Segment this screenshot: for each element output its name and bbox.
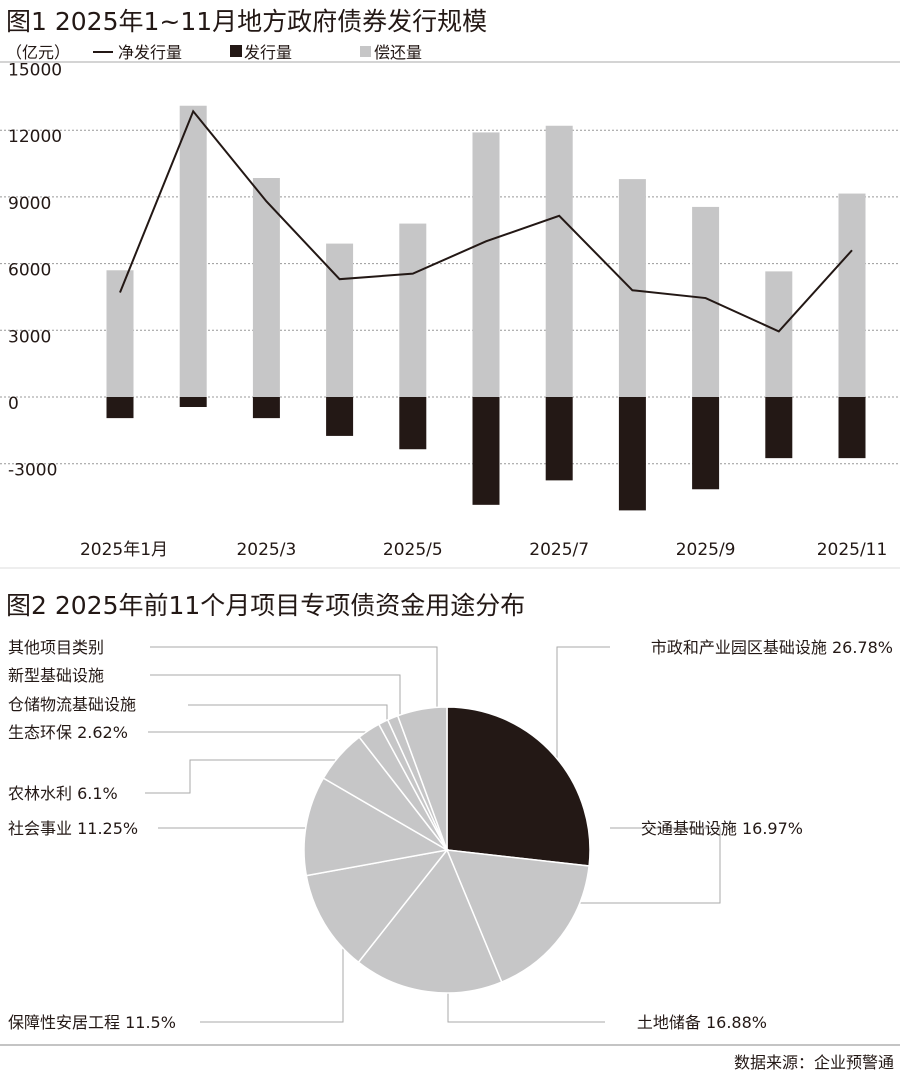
pie-slice-土地储备 bbox=[357, 848, 503, 994]
bar-发行量 bbox=[179, 397, 207, 408]
pie-slice-社会事业 bbox=[303, 777, 450, 877]
x-tick-label: 2025/5 bbox=[383, 540, 443, 560]
bar-偿还量 bbox=[326, 243, 354, 397]
pie-chart bbox=[303, 706, 591, 994]
pie-label-housing: 保障性安居工程 11.5% bbox=[8, 1013, 176, 1032]
pie-label-newinfra: 新型基础设施 bbox=[8, 666, 104, 685]
legend: 净发行量 发行量 偿还量 bbox=[93, 43, 422, 62]
bar-偿还量 bbox=[765, 271, 793, 397]
pie-label-logistics: 仓储物流基础设施 bbox=[8, 695, 136, 714]
pie-label-agri: 农林水利 6.1% bbox=[8, 784, 118, 803]
pie-label-municipal: 市政和产业园区基础设施 26.78% bbox=[651, 638, 893, 657]
chart2-title: 图2 2025年前11个月项目专项债资金用途分布 bbox=[6, 591, 525, 620]
bar-发行量 bbox=[838, 397, 866, 459]
bar-发行量 bbox=[326, 397, 354, 436]
pie-label-social: 社会事业 11.25% bbox=[8, 819, 138, 838]
legend-net: 净发行量 bbox=[118, 43, 182, 62]
x-tick-label: 2025/3 bbox=[236, 540, 296, 560]
pie-label-other: 其他项目类别 bbox=[8, 638, 104, 657]
bar-偿还量 bbox=[838, 193, 866, 397]
bar-发行量 bbox=[765, 397, 793, 459]
bar-偿还量 bbox=[252, 178, 280, 397]
bar-偿还量 bbox=[472, 132, 500, 397]
chart1-title: 图1 2025年1~11月地方政府债券发行规模 bbox=[6, 7, 487, 36]
x-tick-label: 2025年1月 bbox=[80, 540, 168, 560]
x-tick-label: 2025/9 bbox=[676, 540, 736, 560]
legend-gray-swatch bbox=[360, 46, 371, 57]
bar-偿还量 bbox=[179, 105, 207, 397]
bar-发行量 bbox=[399, 397, 427, 450]
y-tick-label: 12000 bbox=[8, 127, 62, 147]
bar-偿还量 bbox=[106, 270, 134, 397]
y-tick-label: 15000 bbox=[8, 61, 62, 81]
bar-发行量 bbox=[472, 397, 500, 505]
bar-发行量 bbox=[692, 397, 720, 490]
bar-发行量 bbox=[618, 397, 646, 511]
pie-slice-交通基础设施 bbox=[445, 849, 590, 984]
pie-labels: 其他项目类别 新型基础设施 仓储物流基础设施 生态环保 2.62% 农林水利 6… bbox=[8, 638, 893, 1032]
bar-偿还量 bbox=[618, 179, 646, 397]
legend-repay: 偿还量 bbox=[374, 43, 422, 62]
x-tick-label: 2025/7 bbox=[529, 540, 589, 560]
pie-slice-市政和产业园区基础设施 bbox=[446, 706, 591, 867]
bar-发行量 bbox=[106, 397, 134, 419]
x-tick-label: 2025/11 bbox=[817, 540, 888, 560]
bar-偿还量 bbox=[399, 223, 427, 397]
bar-chart: 15000 12000 9000 6000 3000 0 -3000 2025年1月 2025/… bbox=[0, 61, 900, 560]
bar-发行量 bbox=[252, 397, 280, 419]
source-note: 数据来源：企业预警通 bbox=[734, 1053, 894, 1072]
legend-black-swatch bbox=[230, 45, 242, 57]
y-tick-label: -3000 bbox=[8, 461, 57, 481]
legend-issue: 发行量 bbox=[244, 43, 292, 62]
unit-label: （亿元） bbox=[6, 43, 70, 62]
y-tick-label: 3000 bbox=[8, 327, 51, 347]
pie-label-land: 土地储备 16.88% bbox=[637, 1013, 767, 1032]
bar-偿还量 bbox=[545, 125, 573, 398]
pie-slice-保障性安居工程 bbox=[305, 848, 449, 964]
bar-发行量 bbox=[545, 397, 573, 481]
pie-slice-其他项目类别 bbox=[396, 706, 448, 851]
y-tick-label: 0 bbox=[8, 394, 19, 414]
pie-label-eco: 生态环保 2.62% bbox=[8, 723, 128, 742]
y-tick-label: 6000 bbox=[8, 261, 51, 281]
y-tick-label: 9000 bbox=[8, 194, 51, 214]
pie-label-transport: 交通基础设施 16.97% bbox=[641, 819, 803, 838]
